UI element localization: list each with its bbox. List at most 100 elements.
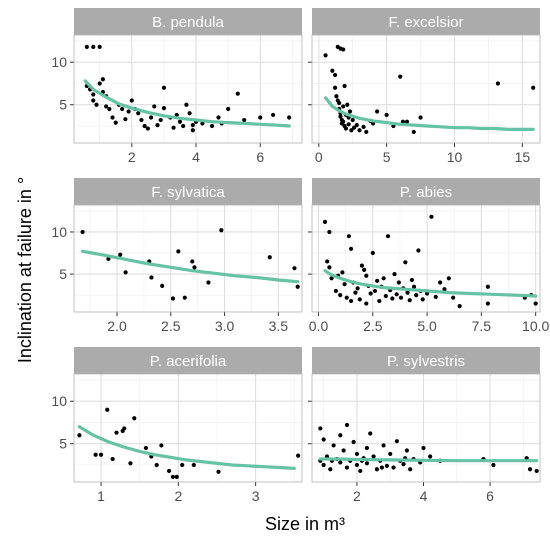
data-point [209, 123, 215, 129]
data-point [98, 452, 104, 457]
panel-background [74, 35, 302, 143]
data-point [403, 260, 408, 265]
data-point [136, 111, 141, 116]
data-point [323, 53, 328, 58]
data-point [332, 85, 338, 90]
data-point [120, 106, 125, 112]
data-point [77, 433, 82, 438]
data-point [411, 284, 417, 289]
data-point [384, 463, 389, 468]
data-point [346, 122, 351, 127]
data-point [180, 462, 185, 468]
data-point [348, 298, 354, 304]
x-tick-label: 2.5 [363, 318, 383, 334]
facet-strip [312, 8, 540, 35]
data-point [368, 431, 373, 436]
facet-title: B. pendula [152, 14, 224, 31]
data-point [396, 280, 401, 285]
data-point [398, 295, 404, 300]
data-point [381, 443, 386, 448]
data-point [446, 276, 451, 281]
data-point [341, 104, 346, 109]
data-point [408, 467, 413, 472]
data-point [295, 284, 300, 289]
data-point [106, 256, 111, 262]
data-point [391, 465, 396, 470]
data-point [182, 295, 187, 300]
x-tick-label: 3.5 [269, 318, 289, 334]
x-tick-label: 2.0 [107, 318, 127, 334]
data-point [145, 126, 150, 131]
data-point [337, 100, 342, 106]
data-point [149, 275, 154, 280]
data-point [375, 109, 380, 114]
data-point [338, 114, 343, 119]
data-point [128, 461, 133, 466]
data-point [388, 451, 393, 457]
data-point [327, 265, 332, 270]
data-point [154, 462, 159, 468]
data-point [97, 44, 102, 50]
data-point [122, 426, 127, 431]
data-point [370, 250, 375, 256]
data-point [358, 468, 363, 474]
y-tick-label: 10 [51, 224, 67, 240]
panel-background [312, 374, 540, 482]
y-tick-label: 5 [59, 436, 67, 452]
data-point [353, 290, 358, 295]
data-point [364, 301, 369, 306]
facet-strip [74, 178, 302, 205]
fit-curve [324, 96, 535, 131]
data-point [267, 255, 272, 260]
facet-title: P. acerifolia [150, 353, 227, 370]
data-point [160, 283, 165, 288]
x-tick-label: 7.5 [472, 318, 492, 334]
data-point [350, 117, 355, 123]
data-point [344, 465, 350, 470]
data-point [174, 112, 179, 118]
x-tick-label: 10 [447, 149, 463, 165]
data-point [235, 91, 240, 96]
data-point [91, 44, 96, 50]
data-point [155, 123, 160, 128]
data-point [368, 291, 373, 296]
fit-curve [81, 249, 300, 284]
data-point [338, 433, 343, 438]
data-point [287, 115, 292, 120]
x-tick-label: 15 [515, 149, 531, 165]
data-point [333, 288, 338, 294]
data-point [177, 119, 183, 124]
data-point [341, 47, 346, 52]
data-point [371, 454, 376, 459]
data-point [329, 276, 334, 281]
data-point [325, 259, 330, 264]
data-point [216, 469, 221, 474]
data-point [400, 119, 406, 124]
data-point [270, 112, 276, 118]
data-point [94, 102, 99, 107]
data-point [405, 290, 410, 295]
facet-strip [74, 8, 302, 35]
data-point [132, 416, 137, 421]
data-point [118, 252, 123, 257]
facet-title: P. sylvestris [387, 353, 465, 370]
panel-border [311, 34, 541, 144]
data-point [344, 295, 349, 300]
x-tick-label: 1 [97, 488, 105, 504]
panel-background [74, 374, 302, 482]
data-point [394, 292, 399, 297]
data-point [330, 68, 335, 73]
x-tick-label: 4 [192, 149, 200, 165]
facet-panel: P. sylvestris 2 4 6 [308, 347, 541, 504]
data-point [354, 451, 360, 457]
data-point [100, 77, 106, 82]
data-point [184, 102, 189, 107]
data-point [129, 98, 134, 103]
data-point [338, 460, 343, 465]
data-point [123, 270, 128, 275]
data-point [170, 474, 176, 479]
x-tick-label: 5 [383, 149, 391, 165]
data-point [398, 74, 403, 79]
data-point [104, 104, 109, 109]
panel-border [73, 204, 303, 313]
